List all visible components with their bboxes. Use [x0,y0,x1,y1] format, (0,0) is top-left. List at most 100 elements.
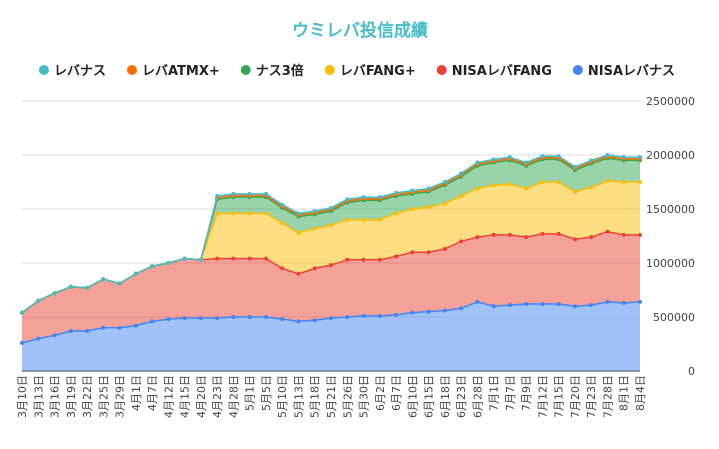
x-tick-label: 4月15日 [179,375,192,418]
point [524,302,529,307]
legend-swatch [436,65,447,75]
point [475,186,480,191]
point [101,277,106,282]
legend-label: ナス3倍 [256,63,304,79]
x-tick-label: 4月7日 [146,375,159,411]
point [621,180,626,184]
point [263,315,268,319]
point [638,180,642,184]
point [247,256,252,261]
point [215,256,220,261]
point [20,310,24,315]
x-tick-label: 7月7日 [504,375,517,411]
point [182,316,187,321]
point [198,316,203,321]
y-tick-label: 2500000 [646,95,695,108]
point [231,211,236,216]
y-tick-label: 1500000 [646,203,695,216]
point [36,336,41,341]
legend-label: レバFANG+ [340,64,416,79]
x-tick-label: 7月20日 [569,375,582,418]
point [475,160,480,165]
point [540,302,545,307]
point [507,182,512,187]
point [605,229,610,234]
point [410,310,415,315]
point [540,154,545,159]
point [524,235,529,240]
point [296,271,301,276]
grid: 0 500000 1000000 1500000 2000000 2500000 3月10日… [16,95,695,418]
point [410,250,415,255]
area [22,231,640,343]
x-tick-label: 3月13日 [32,375,45,418]
point [507,303,512,308]
point [572,164,577,169]
point [442,246,447,251]
point [296,230,301,235]
point [52,333,57,338]
x-tick-label: 5月30日 [358,375,371,418]
point [377,217,382,222]
point [475,299,480,304]
point [263,256,268,261]
point [280,266,285,271]
x-tick-label: 4月23日 [211,375,224,418]
x-tick-label: 7月9日 [520,375,533,411]
point [117,325,122,330]
x-tick-label: 3月25日 [97,375,110,418]
point [491,183,496,188]
legend-swatch [38,65,49,75]
point [85,329,90,334]
point [442,180,447,184]
point [507,155,512,160]
point [572,237,577,242]
x-tick-label: 5月13日 [292,375,305,418]
point [361,195,366,200]
point [345,197,350,202]
point [410,207,415,211]
x-tick-label: 5月5日 [260,375,273,411]
point [296,211,301,216]
point [312,318,317,323]
point [589,158,594,163]
point [247,315,252,319]
y-tick-label: 500000 [653,311,695,324]
x-tick-label: 4月28日 [227,375,240,418]
point [215,316,220,321]
point [312,209,317,214]
legend-swatch [572,65,583,75]
point [345,257,350,262]
x-tick-label: 7月1日 [488,375,501,411]
legend-label: NISAレバナス [588,64,675,79]
point [166,261,171,265]
point [20,340,24,345]
point [133,271,138,276]
point [198,257,203,262]
point [589,303,594,308]
x-tick-label: 5月10日 [276,375,289,418]
legend-item: NISAレバナス [572,64,675,79]
legend-label: レバATMX+ [142,64,220,79]
point [150,264,155,269]
point [329,316,333,321]
point [150,319,155,324]
point [475,235,480,240]
point [459,171,464,176]
point [215,211,220,216]
point [426,309,431,314]
point [68,329,73,334]
point [507,232,512,237]
point [491,232,496,237]
point [394,211,399,216]
point [410,188,415,193]
point [394,254,399,259]
legend: レバナス レバATMX+ ナス3倍 レバFANG+ NISAレバFANG NISAレバナス [38,63,675,79]
point [231,256,236,261]
point [85,285,90,290]
point [621,232,626,237]
point [459,239,464,244]
point [394,312,399,317]
point [361,217,366,222]
